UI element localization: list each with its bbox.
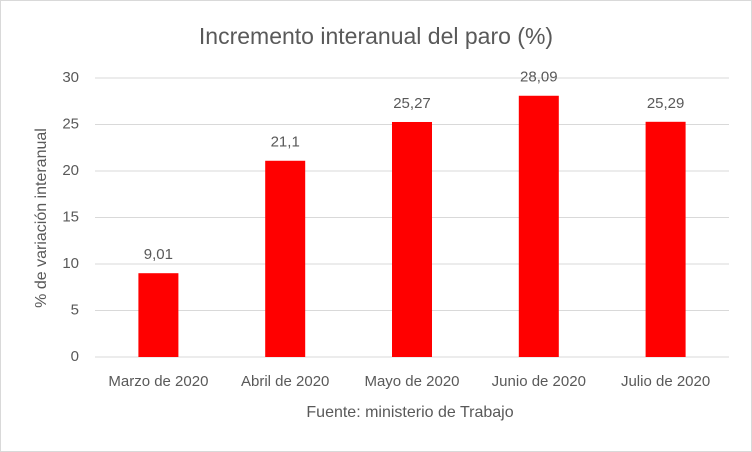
y-tick-label: 0 [71, 348, 79, 365]
y-axis-label: % de variación interanual [33, 128, 50, 308]
value-label: 25,27 [393, 95, 431, 112]
bar [518, 95, 559, 357]
bar [645, 121, 686, 357]
bar [392, 121, 432, 357]
x-tick-label: Julio de 2020 [621, 373, 710, 390]
chart-title: Incremento interanual del paro (%) [199, 23, 553, 49]
bar [265, 160, 306, 357]
x-tick-label: Marzo de 2020 [108, 373, 208, 390]
value-label: 28,09 [520, 69, 558, 86]
value-label: 25,29 [647, 95, 685, 112]
y-tick-label: 25 [62, 115, 79, 132]
x-tick-label: Junio de 2020 [492, 373, 586, 390]
value-label: 21,1 [271, 134, 300, 151]
x-axis-label: Fuente: ministerio de Trabajo [306, 404, 513, 421]
value-label: 9,01 [144, 246, 173, 263]
bar [138, 273, 179, 357]
y-tick-label: 5 [71, 301, 79, 318]
y-tick-label: 10 [62, 255, 79, 272]
x-tick-label: Mayo de 2020 [364, 373, 459, 390]
y-tick-label: 15 [62, 208, 79, 225]
y-tick-label: 30 [62, 69, 79, 86]
x-tick-label: Abril de 2020 [241, 373, 329, 390]
y-tick-label: 20 [62, 162, 79, 179]
